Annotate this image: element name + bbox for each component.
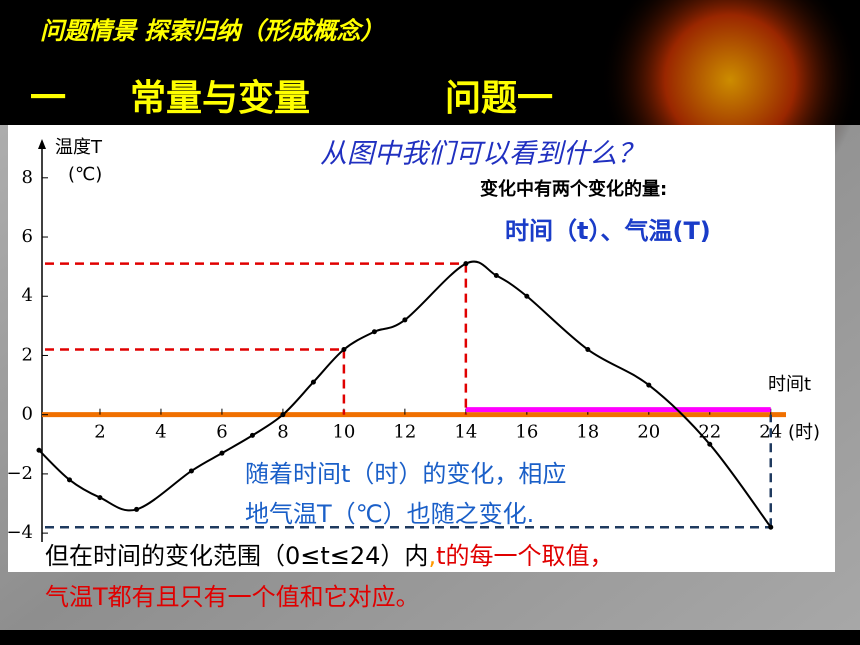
y-tick-label: 2 bbox=[22, 344, 33, 365]
data-point bbox=[768, 524, 774, 530]
conclusion-part: 但在时间的变化范围（0≤t≤24）内 bbox=[45, 542, 428, 570]
data-point bbox=[341, 347, 347, 353]
y-tick-label: 0 bbox=[22, 404, 33, 425]
data-point bbox=[280, 412, 286, 418]
data-point bbox=[36, 447, 42, 453]
x-tick-label: 10 bbox=[332, 422, 355, 443]
data-point bbox=[707, 441, 713, 447]
data-point bbox=[134, 506, 140, 512]
x-tick-label: 2 bbox=[94, 422, 105, 443]
observation-line: 地气温T（℃）也随之变化. bbox=[245, 500, 534, 528]
data-point bbox=[585, 347, 591, 353]
x-tick-label: 8 bbox=[277, 422, 288, 443]
problem-label: 问题一 bbox=[445, 78, 553, 119]
temperature-line bbox=[38, 260, 772, 528]
y-axis-label: 温度T bbox=[55, 137, 103, 158]
data-point bbox=[219, 450, 225, 456]
conclusion-line: 但在时间的变化范围（0≤t≤24）内,t的每一个取值， bbox=[45, 542, 614, 570]
x-axis-unit: (时) bbox=[788, 422, 820, 443]
y-tick-label: −4 bbox=[6, 522, 33, 543]
section-number: 一 bbox=[30, 78, 66, 119]
data-point bbox=[371, 329, 377, 335]
x-axis-label: 时间t bbox=[768, 374, 811, 395]
y-axis-arrow bbox=[38, 139, 46, 149]
header-title: 问题情景 探索归纳（形成概念） bbox=[40, 17, 384, 45]
section-heading: 常量与变量 bbox=[130, 77, 310, 119]
x-tick-label: 22 bbox=[698, 422, 721, 443]
y-axis-unit: (℃) bbox=[68, 164, 102, 185]
x-tick-label: 14 bbox=[454, 422, 477, 443]
data-point bbox=[66, 477, 72, 483]
chart-panel bbox=[8, 125, 835, 572]
observation-line: 随着时间t（时）的变化，相应 bbox=[245, 460, 566, 488]
data-point bbox=[97, 495, 103, 501]
x-tick-label: 20 bbox=[637, 422, 660, 443]
data-point bbox=[463, 261, 469, 267]
x-tick-label: 4 bbox=[155, 422, 166, 443]
data-point bbox=[310, 379, 316, 385]
answer-intro: 变化中有两个变化的量: bbox=[480, 178, 667, 200]
x-tick-label: 12 bbox=[393, 422, 416, 443]
x-tick-label: 16 bbox=[515, 422, 538, 443]
data-point bbox=[646, 382, 652, 388]
y-tick-label: −2 bbox=[6, 463, 33, 484]
data-point bbox=[249, 432, 255, 438]
x-tick-label: 18 bbox=[576, 422, 599, 443]
data-point bbox=[524, 293, 530, 299]
y-tick-label: 4 bbox=[22, 285, 33, 306]
conclusion-part: t的每一个取值， bbox=[436, 542, 613, 570]
y-tick-label: 8 bbox=[22, 167, 33, 188]
data-point bbox=[402, 317, 408, 323]
data-point bbox=[493, 273, 499, 279]
answer: 时间（t）、气温(T) bbox=[505, 217, 711, 245]
data-point bbox=[188, 468, 194, 474]
conclusion-part: , bbox=[428, 542, 436, 570]
y-tick-label: 6 bbox=[22, 226, 33, 247]
footer-band bbox=[0, 630, 860, 645]
question: 从图中我们可以看到什么？ bbox=[320, 139, 644, 170]
conclusion-line: 气温T都有且只有一个值和它对应。 bbox=[45, 583, 420, 611]
x-tick-label: 6 bbox=[216, 422, 227, 443]
